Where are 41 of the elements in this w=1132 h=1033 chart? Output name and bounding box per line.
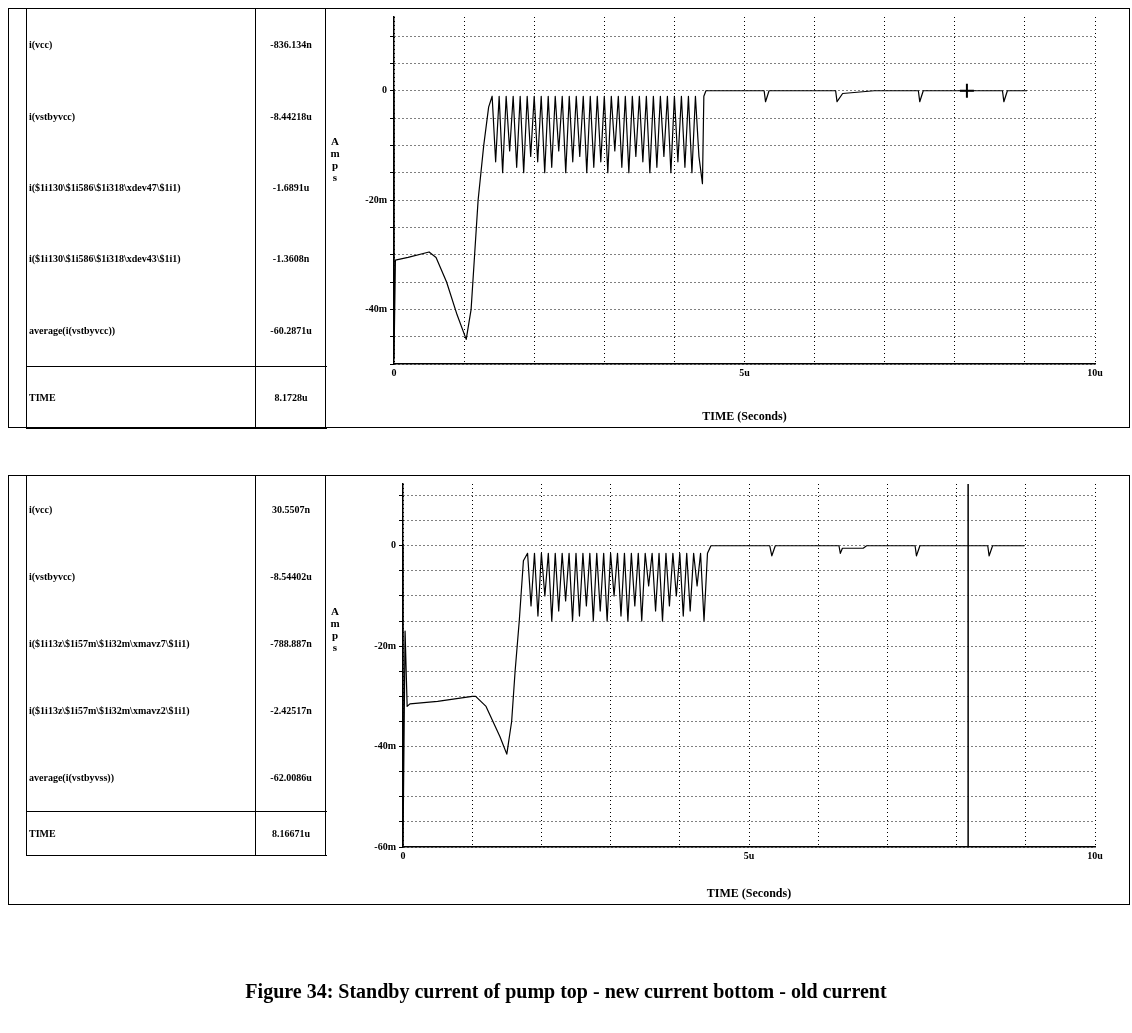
caption: Figure 34: Standby current of pump top - new current bottom - old current	[244, 980, 888, 1003]
text: TIME	[29, 827, 57, 841]
text: 8.1728u	[273, 391, 309, 405]
text: 8.16671u	[270, 827, 312, 841]
y-tick-label: -40m	[365, 302, 388, 314]
text: i(vcc)	[29, 503, 54, 517]
text: TIME	[29, 391, 57, 405]
text: -8.54402u	[269, 570, 313, 584]
y-tick-label: -20m	[365, 193, 388, 205]
text: -62.0086u	[269, 771, 313, 785]
text: -836.134n	[269, 38, 313, 53]
x-tick-label: 5u	[739, 366, 751, 378]
y-tick-label: -60m	[374, 840, 397, 852]
text: average(i(vstbyvcc))	[29, 323, 117, 338]
y-tick-label: 0	[391, 539, 396, 551]
text: -1.3608n	[271, 252, 311, 267]
x-tick-label: 5u	[743, 849, 755, 861]
x-axis-title: TIME (Seconds)	[702, 408, 787, 423]
text: -2.42517n	[269, 704, 313, 718]
y-axis-title: Amps	[329, 605, 341, 653]
text: i($1i13z\$1i57m\$1i32m\xmavz2\$1i1)	[29, 704, 191, 718]
text: i($1i130\$1i586\$1i318\xdev47\$1i1)	[29, 181, 182, 195]
x-tick-label: 10u	[1087, 366, 1104, 378]
text: 30.5507n	[270, 503, 312, 517]
y-tick-label: -40m	[374, 740, 397, 752]
text: i($1i130\$1i586\$1i318\xdev43\$1i1)	[29, 252, 182, 267]
y-tick-label: -20m	[374, 639, 397, 651]
text: -1.6891u	[271, 181, 311, 195]
x-tick-label: 10u	[1087, 849, 1104, 861]
text: -60.2871u	[269, 323, 313, 338]
text: i(vstbyvcc)	[29, 109, 77, 124]
text: i(vstbyvcc)	[29, 570, 77, 584]
x-tick-label: 0	[400, 849, 406, 861]
x-axis-title: TIME (Seconds)	[706, 885, 792, 900]
text: -788.887n	[269, 637, 313, 651]
y-tick-label: 0	[382, 84, 387, 96]
y-axis-title: Amps	[329, 135, 341, 183]
text: i(vcc)	[29, 38, 54, 53]
text: -8.44218u	[269, 109, 313, 124]
text: average(i(vstbyvss))	[29, 771, 115, 785]
text: i($1i13z\$1i57m\$1i32m\xmavz7\$1i1)	[29, 637, 191, 651]
